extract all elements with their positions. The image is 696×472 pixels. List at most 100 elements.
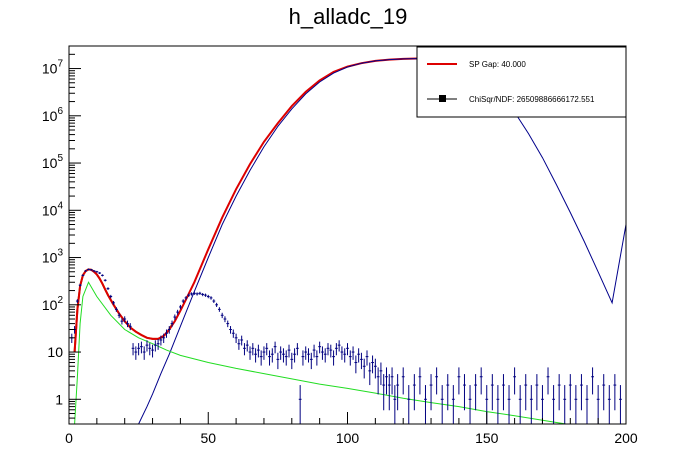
data-point bbox=[279, 346, 283, 360]
x-tick-label: 200 bbox=[614, 430, 638, 446]
data-points bbox=[70, 268, 622, 424]
data-point bbox=[248, 346, 252, 360]
data-point bbox=[376, 367, 380, 395]
data-point bbox=[198, 291, 202, 295]
data-point bbox=[179, 304, 182, 310]
data-point bbox=[613, 374, 617, 411]
data-point bbox=[343, 348, 347, 363]
data-point bbox=[167, 326, 171, 334]
y-tick-label: 103 bbox=[42, 248, 64, 266]
data-point bbox=[117, 312, 121, 319]
data-point bbox=[293, 348, 296, 363]
data-point bbox=[463, 374, 466, 411]
data-point bbox=[137, 343, 141, 356]
data-point bbox=[298, 385, 302, 424]
chart-title: h_alladc_19 bbox=[288, 4, 408, 29]
legend-entry: ChiSqr/NDF: 26509886666172.551 bbox=[427, 95, 595, 104]
data-point bbox=[240, 335, 244, 346]
data-point bbox=[360, 352, 363, 370]
data-point bbox=[237, 339, 241, 350]
data-point bbox=[181, 299, 185, 304]
data-point bbox=[70, 333, 74, 344]
data-point bbox=[256, 344, 260, 358]
data-point bbox=[563, 385, 567, 424]
data-point bbox=[209, 296, 213, 300]
x-tick-label: 50 bbox=[200, 430, 216, 446]
data-point bbox=[265, 343, 269, 356]
data-point bbox=[101, 274, 104, 277]
data-point bbox=[87, 268, 90, 271]
data-point bbox=[128, 323, 132, 331]
data-point bbox=[287, 344, 291, 358]
data-point bbox=[190, 292, 193, 296]
data-point bbox=[382, 374, 386, 411]
data-point bbox=[329, 344, 333, 358]
legend: SP Gap: 40.000 ChiSqr/NDF: 26509886666172… bbox=[416, 46, 627, 118]
data-point bbox=[75, 299, 79, 304]
data-point bbox=[602, 374, 606, 411]
data-point bbox=[580, 374, 583, 411]
data-point bbox=[134, 346, 138, 360]
x-tick-label: 100 bbox=[336, 430, 360, 446]
y-axis: 1 10 102 103 104 105 106 107 bbox=[42, 45, 81, 425]
data-point bbox=[332, 350, 335, 366]
data-point bbox=[251, 343, 255, 356]
legend-box bbox=[416, 46, 627, 118]
data-point bbox=[229, 326, 232, 334]
legend-label: ChiSqr/NDF: 26509886666172.551 bbox=[469, 95, 595, 104]
data-point bbox=[412, 374, 416, 411]
data-point bbox=[474, 374, 478, 411]
data-point bbox=[159, 335, 163, 346]
data-point bbox=[89, 268, 93, 271]
data-point bbox=[162, 333, 166, 344]
data-point bbox=[529, 385, 533, 424]
data-point bbox=[120, 318, 124, 325]
data-point bbox=[435, 367, 439, 395]
data-point bbox=[351, 346, 355, 360]
data-point bbox=[385, 367, 388, 395]
data-point bbox=[106, 287, 110, 291]
data-point bbox=[362, 358, 366, 379]
y-tick-label: 1 bbox=[55, 391, 63, 407]
data-point bbox=[407, 385, 411, 424]
data-point bbox=[502, 374, 505, 411]
data-point bbox=[223, 316, 227, 323]
data-point bbox=[379, 362, 383, 386]
data-point bbox=[92, 270, 96, 272]
data-point bbox=[103, 279, 107, 282]
data-point bbox=[215, 302, 218, 307]
curve-fit-total bbox=[73, 57, 432, 353]
data-point bbox=[98, 272, 102, 275]
data-point bbox=[304, 346, 308, 360]
data-point bbox=[496, 385, 500, 424]
data-point bbox=[173, 314, 177, 321]
data-point bbox=[535, 374, 539, 411]
data-point bbox=[396, 374, 400, 411]
data-point bbox=[568, 374, 572, 411]
y-tick-label: 105 bbox=[42, 153, 64, 171]
data-point bbox=[126, 320, 129, 328]
data-point bbox=[524, 374, 528, 411]
legend-label: SP Gap: 40.000 bbox=[469, 60, 526, 69]
data-point bbox=[226, 320, 230, 328]
data-point bbox=[541, 385, 544, 424]
data-point bbox=[451, 385, 455, 424]
data-point bbox=[574, 385, 578, 424]
data-point bbox=[365, 350, 369, 366]
y-tick-label: 10 bbox=[47, 344, 63, 360]
data-point bbox=[557, 374, 561, 411]
y-tick-label: 106 bbox=[42, 106, 64, 124]
data-point bbox=[479, 367, 483, 395]
legend-entry: SP Gap: 40.000 bbox=[427, 60, 526, 69]
data-point bbox=[346, 343, 349, 356]
data-point bbox=[176, 309, 180, 315]
data-point bbox=[268, 350, 271, 366]
data-point bbox=[245, 340, 249, 352]
data-point bbox=[259, 350, 263, 366]
y-tick-label: 102 bbox=[42, 295, 64, 313]
data-point bbox=[334, 343, 338, 356]
data-point bbox=[619, 385, 622, 424]
data-point bbox=[591, 367, 594, 395]
data-point bbox=[153, 340, 157, 352]
